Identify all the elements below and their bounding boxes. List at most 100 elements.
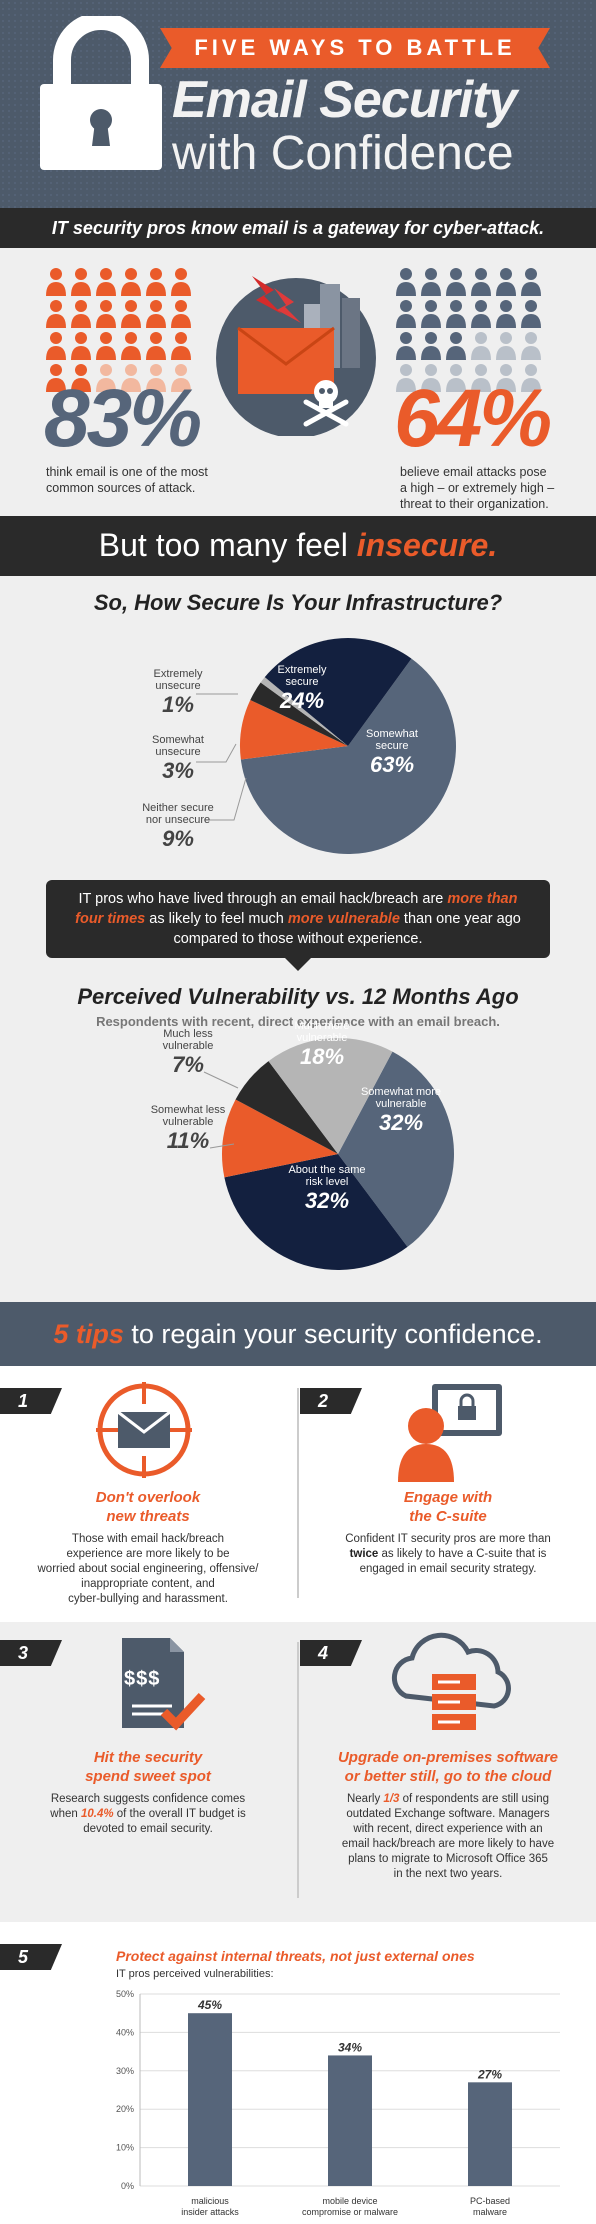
person-icon xyxy=(171,300,191,328)
person-icon xyxy=(71,300,91,328)
intro-bar: IT security pros know email is a gateway… xyxy=(0,208,596,248)
person-icon xyxy=(171,332,191,360)
pie-slice xyxy=(260,677,348,746)
person-icon xyxy=(521,332,541,360)
person-icon xyxy=(396,300,416,328)
page-title: Email Security xyxy=(172,71,517,129)
tip-2-title-1: Engage with xyxy=(403,1489,493,1506)
y-tick-label: 50% xyxy=(116,1989,134,1999)
divider xyxy=(297,1388,299,1598)
tip-4-l3: with recent, direct experience with an xyxy=(353,1823,543,1835)
person-icon xyxy=(171,364,191,392)
callout-t3: than one year ago xyxy=(399,911,521,927)
leader-line xyxy=(203,1071,239,1089)
tips-bar-emph: 5 tips xyxy=(53,1319,124,1349)
pie2-l2: risk level xyxy=(305,1176,349,1188)
padlock-icon xyxy=(40,16,162,170)
pie2-v-somewhat-more: 32% xyxy=(378,1110,424,1135)
person-icon xyxy=(146,300,166,328)
tip-3-text: Research suggests confidence comes when … xyxy=(0,1792,296,1837)
tip-1-title: Don't overlook new threats xyxy=(0,1488,296,1526)
pie2-v-much-more: 18% xyxy=(299,1044,345,1069)
x-tick-label: PC-based xyxy=(470,2196,510,2206)
pie-slice xyxy=(250,682,348,746)
pie-slice xyxy=(222,1099,338,1178)
callout-o2: four times xyxy=(75,911,146,927)
email-attack-icon xyxy=(216,276,376,436)
executive-monitor-icon xyxy=(398,1384,502,1482)
pie2-l2: vulnerable xyxy=(162,1040,214,1052)
tip-1-l2: experience are more likely to be xyxy=(66,1548,230,1560)
pie1-l2: secure xyxy=(375,740,409,752)
person-icon xyxy=(121,364,141,392)
envelope-target-icon xyxy=(96,1382,192,1478)
tip-3-l1: Research suggests confidence comes xyxy=(50,1793,246,1805)
pie2-v-somewhat-less: 11% xyxy=(166,1128,210,1153)
person-icon xyxy=(96,268,116,296)
pie2-v-about-same: 32% xyxy=(304,1188,350,1213)
bar xyxy=(328,2055,372,2186)
pie1-v-somewhat-secure: 63% xyxy=(369,752,415,777)
pie2-l2: vulnerable xyxy=(375,1098,427,1110)
pie2-title: Perceived Vulnerability vs. 12 Months Ag… xyxy=(77,984,519,1009)
tip-3-title-1: Hit the security xyxy=(93,1749,203,1766)
x-tick-label: malicious xyxy=(191,2196,229,2206)
pie1-label-somewhat-unsecure: Somewhat unsecure 3% xyxy=(138,734,218,784)
stat-64-text: believe email attacks pose a high – or e… xyxy=(400,464,554,512)
person-icon xyxy=(496,300,516,328)
person-icon xyxy=(146,364,166,392)
y-tick-label: 20% xyxy=(116,2104,134,2114)
person-icon xyxy=(46,364,66,392)
person-icon xyxy=(96,364,116,392)
tip-4-l6: in the next two years. xyxy=(393,1868,503,1880)
tip-1-title-1: Don't overlook xyxy=(95,1489,201,1506)
x-tick-label: compromise or malware xyxy=(302,2207,398,2217)
bar-value-label: 27% xyxy=(477,2067,502,2081)
bar-value-label: 34% xyxy=(338,2040,362,2054)
pie1-v-neither: 9% xyxy=(162,826,194,851)
tip-2-l2-wrap: twice as likely to have a C-suite that i… xyxy=(300,1547,596,1562)
person-icon xyxy=(146,332,166,360)
tip-1-l1: Those with email hack/breach xyxy=(71,1533,225,1545)
bar xyxy=(468,2082,512,2186)
tip-4-text: Nearly 1/3 of respondents are still usin… xyxy=(300,1792,596,1882)
pie1-l1: Neither secure xyxy=(142,802,214,814)
pie2-label-much-less: Much less vulnerable 7% xyxy=(148,1028,228,1078)
tip-3-l2-wrap: when 10.4% of the overall IT budget is xyxy=(0,1807,296,1822)
pie1-v-extremely-secure: 24% xyxy=(279,688,325,713)
person-icon xyxy=(96,332,116,360)
person-icon xyxy=(521,268,541,296)
breach-callout: IT pros who have lived through an email … xyxy=(46,880,550,958)
pie-slice xyxy=(240,658,456,854)
person-icon xyxy=(96,300,116,328)
tip-4-o1: 1/3 xyxy=(383,1793,400,1805)
callout-line2: four times as likely to feel much more v… xyxy=(46,909,550,929)
x-tick-label: mobile device xyxy=(322,2196,377,2206)
pie1-l2: unsecure xyxy=(155,746,201,758)
person-icon xyxy=(121,268,141,296)
invoice-check-icon xyxy=(122,1638,206,1731)
person-icon xyxy=(521,364,541,392)
stats-section: 83% think email is one of the most commo… xyxy=(0,248,596,516)
pie1-label-extremely-secure: Extremely secure 24% xyxy=(262,664,342,714)
y-tick-label: 0% xyxy=(121,2181,134,2191)
people-icon-grid-right xyxy=(396,268,541,392)
cloud-server-icon xyxy=(391,1632,511,1730)
tip-4-l1-wrap: Nearly 1/3 of respondents are still usin… xyxy=(300,1792,596,1807)
pie2-l1: Much more xyxy=(294,1020,350,1032)
x-tick-label: malware xyxy=(473,2207,507,2217)
person-icon xyxy=(46,268,66,296)
pie1-l2: unsecure xyxy=(155,680,201,692)
tip-2-b2: twice xyxy=(349,1548,379,1560)
people-icon-grid-left xyxy=(46,268,191,392)
pie2-subtitle: Respondents with recent, direct experien… xyxy=(96,1014,500,1029)
pie-slice xyxy=(268,1038,393,1154)
pie1-chart xyxy=(196,638,456,1270)
person-icon xyxy=(71,332,91,360)
stat-83-line2: common sources of attack. xyxy=(46,481,196,495)
pie-slice xyxy=(338,1051,454,1247)
pie1-v-extremely-unsecure: 1% xyxy=(162,692,194,717)
tip-4-title: Upgrade on-premises software or better st… xyxy=(300,1748,596,1786)
tip-2-text: Confident IT security pros are more than… xyxy=(300,1532,596,1577)
tip-1-l5: cyber-bullying and harassment. xyxy=(68,1593,228,1605)
